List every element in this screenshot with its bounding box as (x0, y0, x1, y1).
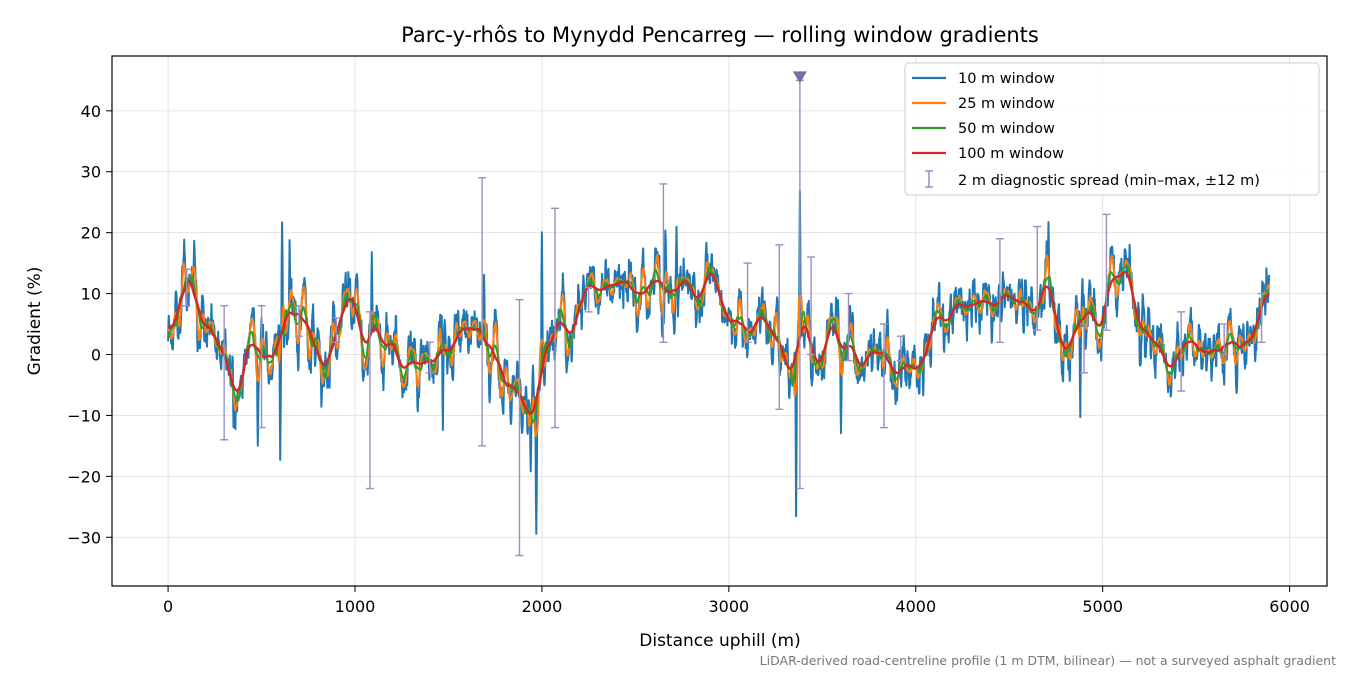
diagnostic-spread-bar (332, 317, 341, 344)
x-tick-label: 3000 (708, 597, 749, 616)
x-axis-label: Distance uphill (m) (639, 631, 800, 651)
plot-area (167, 79, 1271, 557)
y-tick-label: −20 (67, 467, 101, 486)
chart-title: Parc-y-rhôs to Mynydd Pencarreg — rollin… (401, 23, 1039, 47)
diagnostic-spread-bar (1220, 323, 1229, 356)
diagnostic-spread-bar (294, 305, 303, 337)
diagnostic-spread-bar (584, 286, 593, 313)
diagnostic-spread-bar (478, 177, 487, 447)
footnote: LiDAR-derived road-centreline profile (1… (760, 653, 1336, 668)
x-tick-label: 6000 (1269, 597, 1310, 616)
diagnostic-spread-bar (743, 262, 752, 344)
y-tick-label: −30 (67, 528, 101, 547)
legend-label-10m: 10 m window (958, 71, 1055, 87)
diagnostic-spread-bar (257, 305, 266, 429)
plot-frame (111, 55, 1328, 587)
spread-overflow-marker (792, 71, 807, 84)
legend-label-spread: 2 m diagnostic spread (min–max, ±12 m) (958, 173, 1260, 189)
y-tick-label: 30 (81, 163, 101, 182)
y-axis-label: Gradient (%) (25, 267, 45, 376)
diagnostic-spread-bar (807, 256, 816, 356)
legend-label-25m: 25 m window (958, 96, 1055, 112)
line-100m-window (167, 270, 1270, 415)
diagnostic-spread-bar (775, 244, 784, 411)
diagnostic-spread-bar (1102, 213, 1111, 331)
diagnostic-spread-bar (425, 341, 434, 374)
diagnostic-spread-bar (220, 305, 229, 441)
diagnostic-spread-bar (515, 298, 524, 557)
diagnostic-spread-bar (365, 311, 374, 490)
axis-ticks: 0 1000 2000 3000 4000 5000 6000 −30 −20 −10 0 10 20 3… (67, 102, 1310, 616)
grid-lines (112, 56, 1327, 586)
diagnostic-spread-bar (1080, 323, 1088, 374)
diagnostic-spread-bar (896, 335, 905, 362)
y-tick-label: 10 (81, 285, 101, 304)
y-tick-label: 20 (81, 224, 101, 243)
diagnostic-spread-bar (1177, 311, 1186, 392)
diagnostic-spread-bar (995, 238, 1004, 344)
legend-label-100m: 100 m window (958, 146, 1064, 162)
diagnostic-spread-bar (659, 183, 668, 344)
diagnostic-spread-bar (182, 268, 191, 307)
y-tick-label: 40 (81, 102, 101, 121)
legend: 10 m window 25 m window 50 m window 100 … (904, 62, 1320, 196)
diagnostic-spread-bar (879, 323, 888, 429)
legend-label-50m: 50 m window (958, 121, 1055, 137)
x-tick-label: 2000 (522, 597, 563, 616)
x-tick-label: 0 (163, 597, 173, 616)
legend-box (904, 62, 1320, 196)
x-tick-label: 1000 (335, 597, 376, 616)
y-tick-label: 0 (91, 346, 101, 365)
y-tick-label: −10 (67, 406, 101, 425)
x-tick-label: 4000 (895, 597, 936, 616)
diagnostic-spread-bar (844, 292, 853, 362)
diagnostic-spread-bar (1257, 292, 1266, 344)
x-tick-label: 5000 (1082, 597, 1123, 616)
diagnostic-spread-bar (1033, 225, 1042, 331)
legend-swatch-spread (925, 170, 933, 188)
diagnostic-spread-bar (551, 207, 560, 429)
